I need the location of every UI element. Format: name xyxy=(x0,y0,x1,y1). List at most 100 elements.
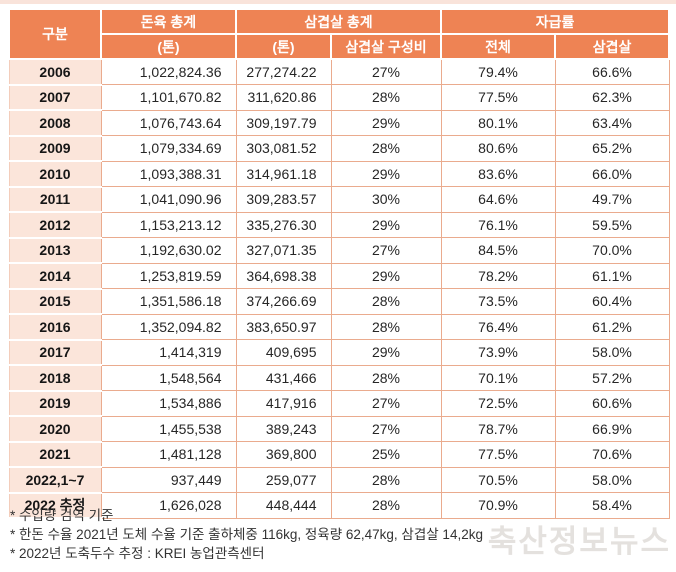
table-row: 2006 1,022,824.36 277,274.22 27% 79.4% 6… xyxy=(8,58,670,86)
ss-belly-cell: 58.0% xyxy=(554,339,670,366)
year-cell: 2019 xyxy=(8,389,102,417)
table-row: 2010 1,093,388.31 314,961.18 29% 83.6% 6… xyxy=(8,160,670,188)
belly-total-cell: 409,695 xyxy=(235,339,332,366)
belly-ratio-cell: 30% xyxy=(330,186,442,213)
belly-ratio-cell: 29% xyxy=(330,109,442,136)
pork-total-cell: 1,076,743.64 xyxy=(100,109,237,136)
footnote-line: * 2022년 도축두수 추정 : KREI 농업관측센터 xyxy=(10,546,265,561)
year-cell: 2016 xyxy=(8,313,102,341)
ss-belly-cell: 61.1% xyxy=(554,262,670,289)
belly-total-cell: 448,444 xyxy=(235,492,332,519)
table-row: 2014 1,253,819.59 364,698.38 29% 78.2% 6… xyxy=(8,262,670,290)
footnote-line: * 수입량 검역 기준 xyxy=(10,508,114,523)
header-pork-total: 돈육 총계 xyxy=(100,8,237,35)
ss-total-cell: 73.9% xyxy=(440,339,556,366)
year-cell: 2022 추정 xyxy=(8,491,102,519)
ss-total-cell: 84.5% xyxy=(440,237,556,264)
pork-total-cell: 1,022,824.36 xyxy=(100,58,237,85)
pork-total-cell: 1,101,670.82 xyxy=(100,84,237,111)
ss-total-cell: 72.5% xyxy=(440,390,556,417)
ss-belly-cell: 59.5% xyxy=(554,211,670,238)
year-cell: 2017 xyxy=(8,338,102,366)
belly-total-cell: 383,650.97 xyxy=(235,313,332,340)
ss-belly-cell: 66.9% xyxy=(554,415,670,442)
ss-belly-cell: 60.4% xyxy=(554,288,670,315)
pork-statistics-table: 구분 돈육 총계 삼겹살 총계 자급률 (톤) (톤) 삼겹살 구성비 전체 삼… xyxy=(8,8,671,519)
header-belly-total-unit: (톤) xyxy=(235,33,332,60)
pork-total-cell: 1,041,090.96 xyxy=(100,186,237,213)
ss-belly-cell: 57.2% xyxy=(554,364,670,391)
belly-total-cell: 389,243 xyxy=(235,415,332,442)
belly-ratio-cell: 28% xyxy=(330,364,442,391)
belly-ratio-cell: 27% xyxy=(330,415,442,442)
belly-total-cell: 311,620.86 xyxy=(235,84,332,111)
belly-total-cell: 309,283.57 xyxy=(235,186,332,213)
ss-total-cell: 70.5% xyxy=(440,466,556,493)
table-header: 구분 돈육 총계 삼겹살 총계 자급률 (톤) (톤) 삼겹살 구성비 전체 삼… xyxy=(8,8,671,60)
header-self-sufficiency: 자급률 xyxy=(440,8,671,35)
belly-total-cell: 277,274.22 xyxy=(235,58,332,85)
belly-ratio-cell: 29% xyxy=(330,160,442,187)
pork-total-cell: 1,481,128 xyxy=(100,441,237,468)
ss-belly-cell: 49.7% xyxy=(554,186,670,213)
pork-total-cell: 1,093,388.31 xyxy=(100,160,237,187)
table-row: 2015 1,351,586.18 374,266.69 28% 73.5% 6… xyxy=(8,287,670,315)
year-cell: 2010 xyxy=(8,160,102,188)
table-row: 2020 1,455,538 389,243 27% 78.7% 66.9% xyxy=(8,415,670,443)
belly-total-cell: 374,266.69 xyxy=(235,288,332,315)
header-pork-total-unit: (톤) xyxy=(100,33,237,60)
belly-total-cell: 259,077 xyxy=(235,466,332,493)
belly-total-cell: 335,276.30 xyxy=(235,211,332,238)
year-cell: 2013 xyxy=(8,236,102,264)
belly-ratio-cell: 27% xyxy=(330,390,442,417)
belly-ratio-cell: 28% xyxy=(330,84,442,111)
table-row: 2016 1,352,094.82 383,650.97 28% 76.4% 6… xyxy=(8,313,670,341)
belly-ratio-cell: 29% xyxy=(330,339,442,366)
belly-total-cell: 314,961.18 xyxy=(235,160,332,187)
belly-total-cell: 309,197.79 xyxy=(235,109,332,136)
ss-total-cell: 64.6% xyxy=(440,186,556,213)
ss-total-cell: 70.9% xyxy=(440,492,556,519)
belly-total-cell: 417,916 xyxy=(235,390,332,417)
belly-ratio-cell: 28% xyxy=(330,135,442,162)
year-cell: 2011 xyxy=(8,185,102,213)
table-row: 2012 1,153,213.12 335,276.30 29% 76.1% 5… xyxy=(8,211,670,239)
ss-belly-cell: 70.6% xyxy=(554,441,670,468)
table-row: 2008 1,076,743.64 309,197.79 29% 80.1% 6… xyxy=(8,109,670,137)
ss-total-cell: 83.6% xyxy=(440,160,556,187)
ss-total-cell: 76.4% xyxy=(440,313,556,340)
pork-total-cell: 937,449 xyxy=(100,466,237,493)
year-cell: 2022,1~7 xyxy=(8,466,102,494)
table-row: 2009 1,079,334.69 303,081.52 28% 80.6% 6… xyxy=(8,134,670,162)
ss-belly-cell: 58.4% xyxy=(554,492,670,519)
belly-ratio-cell: 28% xyxy=(330,288,442,315)
ss-belly-cell: 61.2% xyxy=(554,313,670,340)
table-row: 2022,1~7 937,449 259,077 28% 70.5% 58.0% xyxy=(8,466,670,494)
belly-total-cell: 364,698.38 xyxy=(235,262,332,289)
ss-total-cell: 77.5% xyxy=(440,84,556,111)
belly-total-cell: 369,800 xyxy=(235,441,332,468)
site-watermark: 축산정보뉴스 xyxy=(487,524,671,559)
header-gubun: 구분 xyxy=(8,8,102,60)
ss-total-cell: 79.4% xyxy=(440,58,556,85)
page-top-strip xyxy=(0,0,676,4)
pork-total-cell: 1,414,319 xyxy=(100,339,237,366)
belly-ratio-cell: 29% xyxy=(330,262,442,289)
pork-total-cell: 1,548,564 xyxy=(100,364,237,391)
year-cell: 2007 xyxy=(8,83,102,111)
year-cell: 2021 xyxy=(8,440,102,468)
ss-belly-cell: 65.2% xyxy=(554,135,670,162)
table-row: 2007 1,101,670.82 311,620.86 28% 77.5% 6… xyxy=(8,83,670,111)
footnotes: * 수입량 검역 기준 * 한돈 수율 2021년 도체 수율 기준 출하체중 … xyxy=(10,506,483,563)
belly-total-cell: 431,466 xyxy=(235,364,332,391)
table-row: 2018 1,548,564 431,466 28% 70.1% 57.2% xyxy=(8,364,670,392)
ss-total-cell: 78.7% xyxy=(440,415,556,442)
header-ss-belly: 삼겹살 xyxy=(554,33,671,60)
table-row: 2019 1,534,886 417,916 27% 72.5% 60.6% xyxy=(8,389,670,417)
belly-ratio-cell: 28% xyxy=(330,466,442,493)
year-cell: 2020 xyxy=(8,415,102,443)
belly-ratio-cell: 29% xyxy=(330,211,442,238)
pork-total-cell: 1,153,213.12 xyxy=(100,211,237,238)
ss-belly-cell: 62.3% xyxy=(554,84,670,111)
year-cell: 2015 xyxy=(8,287,102,315)
